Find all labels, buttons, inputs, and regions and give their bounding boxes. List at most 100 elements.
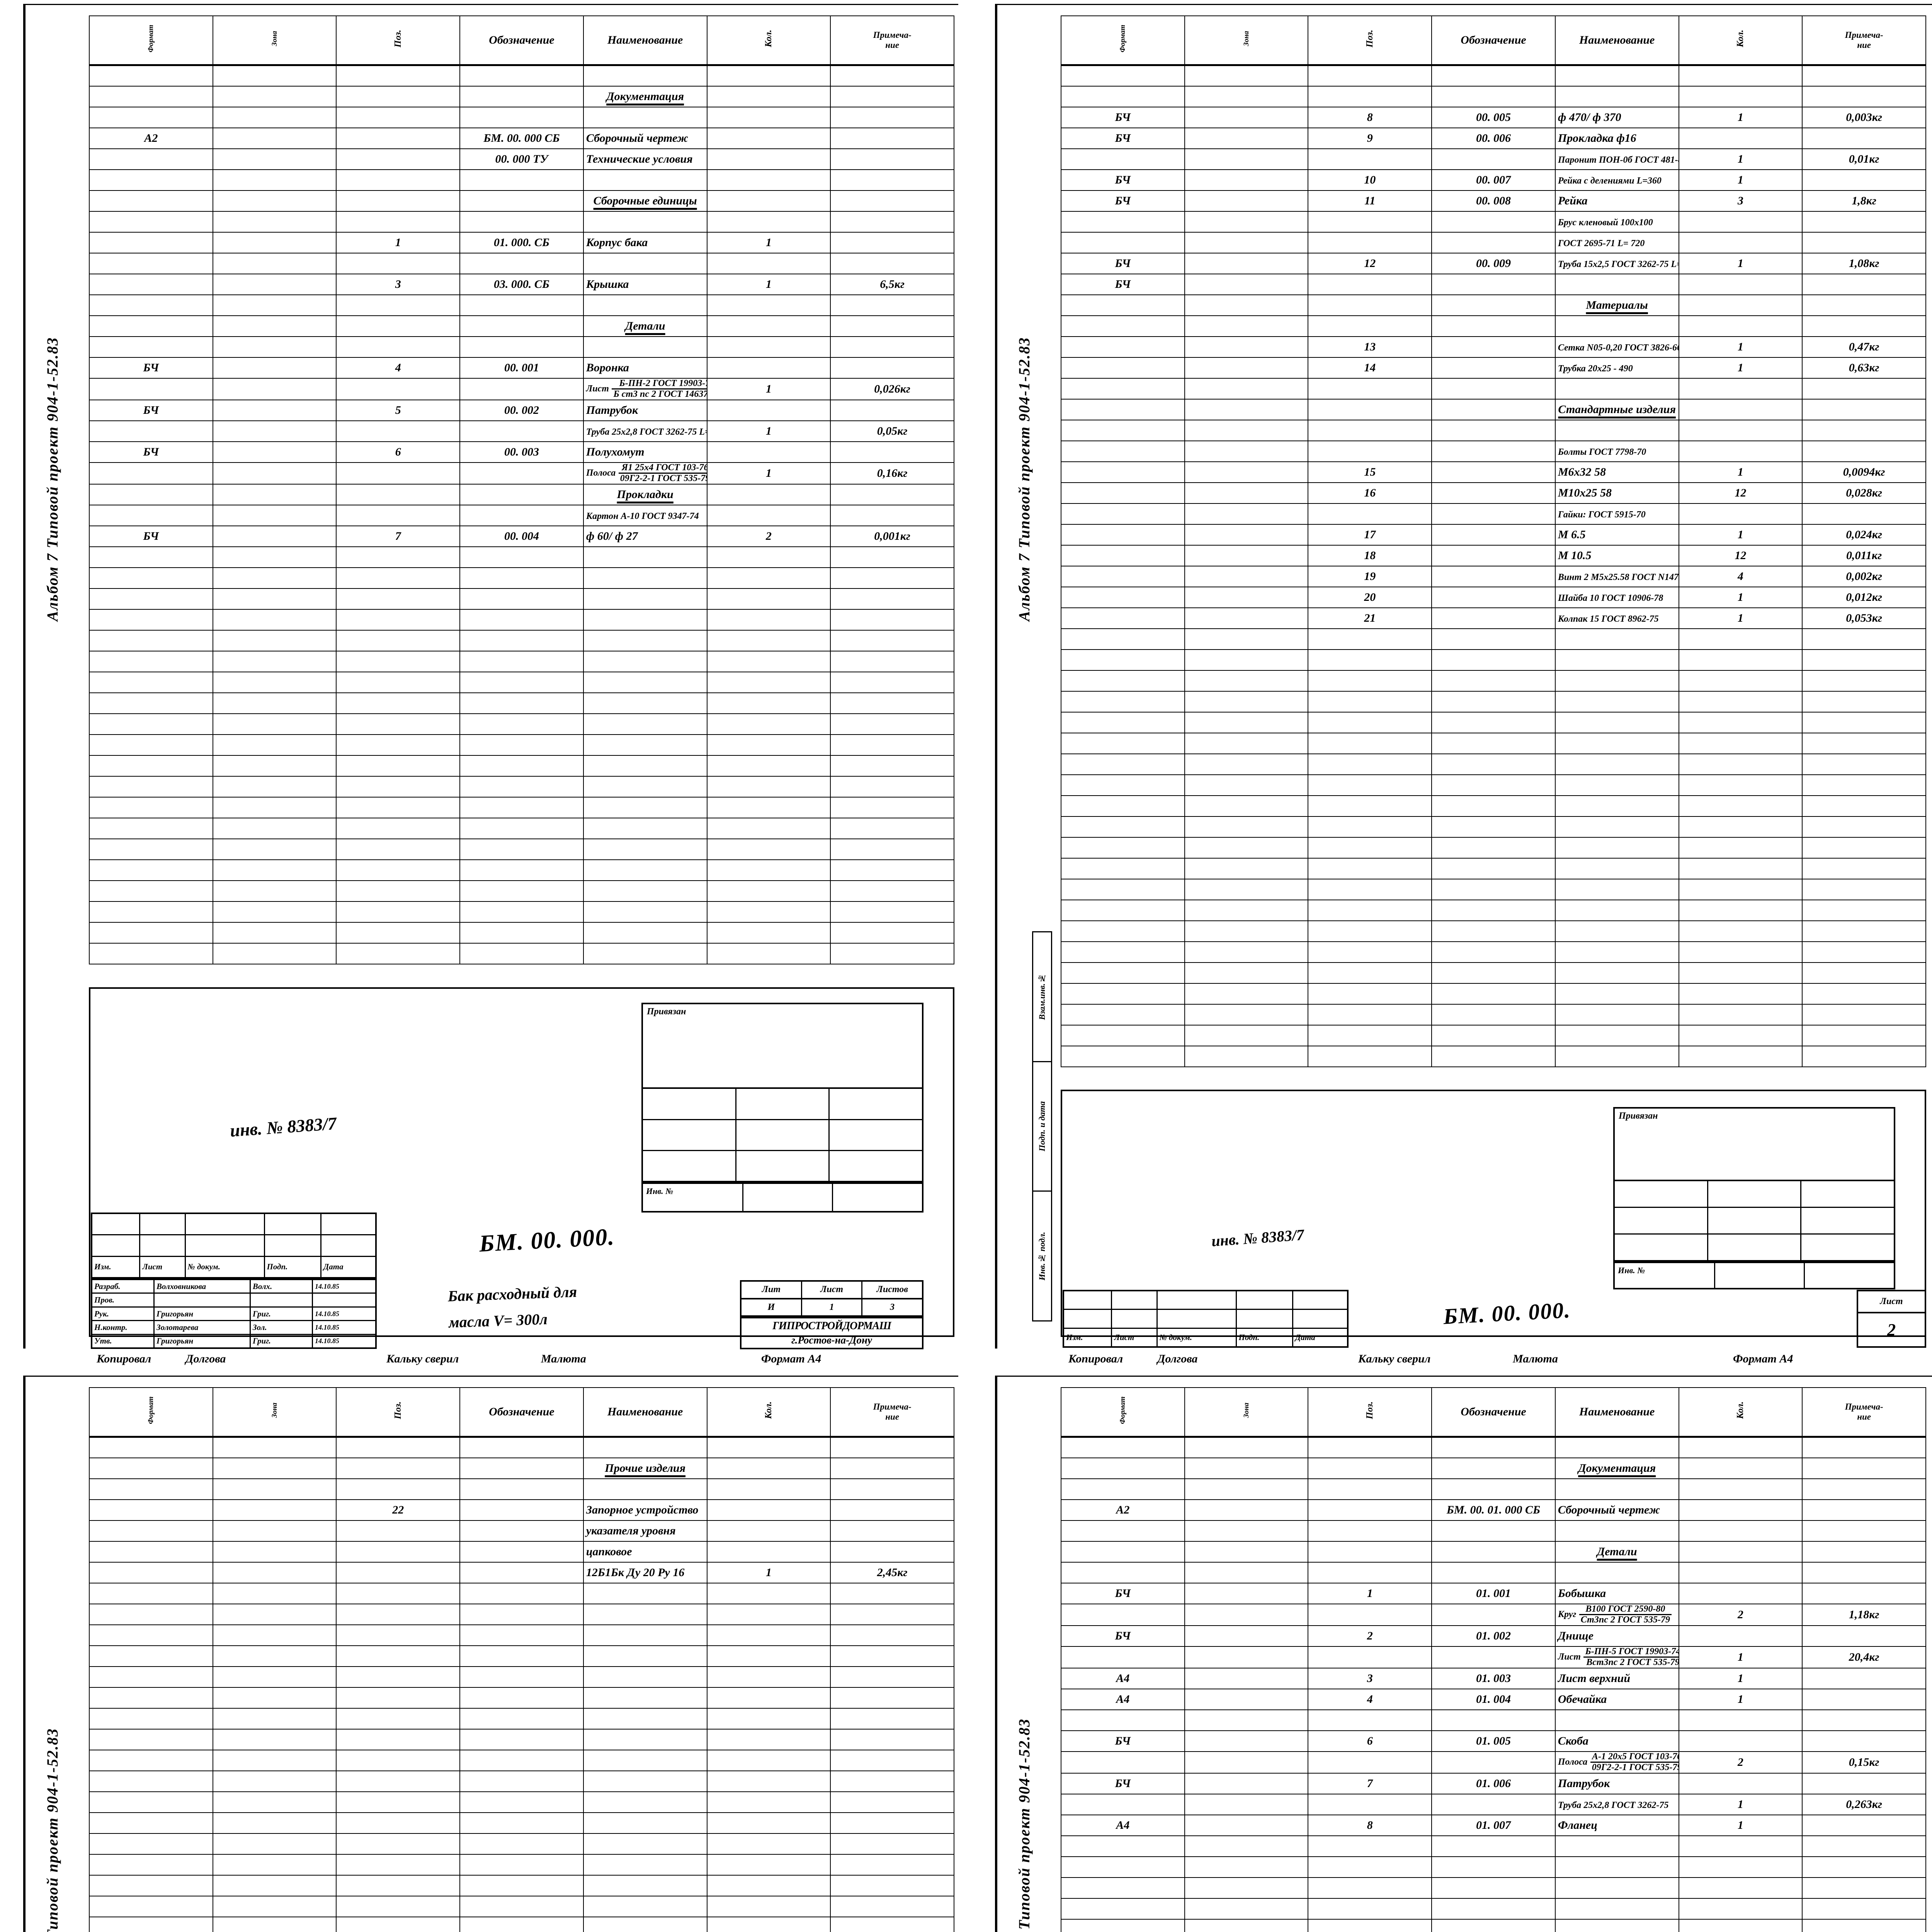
cell-format xyxy=(89,1561,213,1583)
cell-qty xyxy=(706,1874,831,1896)
cell-poz xyxy=(336,609,461,631)
cell-poz: 7 xyxy=(1308,1772,1432,1794)
cell-zone xyxy=(212,1770,337,1792)
cell-designation xyxy=(459,504,584,526)
cell-designation xyxy=(1431,1478,1556,1500)
cell-zone xyxy=(212,504,337,526)
cell-name xyxy=(583,755,707,777)
cell-zone xyxy=(212,1541,337,1563)
cell-designation xyxy=(1431,920,1556,942)
cell-note xyxy=(830,336,954,358)
cell-qty xyxy=(706,859,831,881)
spec-sheet-4: Альбом 7 Типовой проект 904-1-52.83 Взам… xyxy=(995,1376,1932,1932)
cell-qty: 2 xyxy=(706,525,831,547)
cell-zone xyxy=(1184,231,1309,253)
cell-zone xyxy=(212,294,337,316)
cell-note xyxy=(1802,1667,1926,1689)
section-heading: Материалы xyxy=(1586,298,1648,311)
spec-row: БЧ 11 00. 008 Рейка 3 1,8кг xyxy=(1061,190,1926,212)
cell-format: БЧ xyxy=(1061,190,1185,212)
item-name: Винт 2 М5х25.58 ГОСТ N1475-69 xyxy=(1558,572,1679,582)
cell-qty xyxy=(706,1457,831,1479)
cell-note xyxy=(830,650,954,672)
col-designation: Обозначение xyxy=(1431,15,1556,66)
item-name: Прокладка ф16 xyxy=(1558,131,1636,145)
cell-name xyxy=(1554,1898,1679,1920)
cell-format xyxy=(89,483,213,505)
cell-name: М10х25 58 xyxy=(1554,482,1679,504)
cell-zone xyxy=(1184,336,1309,358)
cell-note xyxy=(830,713,954,735)
cell-format: БЧ xyxy=(1061,1730,1185,1752)
cell-qty: 4 xyxy=(1678,565,1803,587)
cell-name: Лист Б-ПН-2 ГОСТ 19903-74 Б ст3 пс 2 ГОСТ… xyxy=(583,378,707,400)
spec-row xyxy=(89,796,954,818)
item-name: ГОСТ 2695-71 L= 720 xyxy=(1558,238,1645,248)
cell-format xyxy=(1061,1003,1185,1026)
cell-qty xyxy=(1678,1625,1803,1647)
item-name: ф 60/ ф 27 xyxy=(586,529,638,543)
cell-note xyxy=(830,1687,954,1709)
cell-designation xyxy=(1431,1898,1556,1920)
cell-note xyxy=(1802,231,1926,253)
cell-qty xyxy=(1678,962,1803,984)
cell-qty xyxy=(706,942,831,964)
cell-zone xyxy=(212,1436,337,1458)
cell-note: 6,5кг xyxy=(830,273,954,295)
spec-row: А4 8 01. 007 Фланец 1 xyxy=(1061,1814,1926,1836)
cell-designation: 00. 003 xyxy=(459,441,584,463)
item-name: Рейка xyxy=(1558,194,1588,207)
cell-note xyxy=(830,85,954,107)
cell-name xyxy=(1554,670,1679,692)
spec-row xyxy=(89,734,954,756)
cell-zone xyxy=(212,1603,337,1625)
cell-format xyxy=(1061,85,1185,107)
item-name: Рейка с делениями L=360 xyxy=(1558,175,1662,186)
cell-name: Труба 15х2,5 ГОСТ 3262-75 L=30 xyxy=(1554,252,1679,274)
signer-date xyxy=(313,1294,375,1306)
signer-row: Н.контр. Золотарева Зол. 14.10.85 xyxy=(92,1321,375,1335)
item-name: Запорное устройство xyxy=(586,1503,699,1516)
cell-poz xyxy=(1308,1457,1432,1479)
cell-qty: 1 xyxy=(706,231,831,253)
cell-poz xyxy=(1308,1856,1432,1878)
spec-row: Лист Б-ПН-5 ГОСТ 19903-74 Вст3пс 2 ГОСТ 5… xyxy=(1061,1646,1926,1668)
cell-designation xyxy=(1431,503,1556,525)
cell-name xyxy=(1554,628,1679,650)
margin-text-3: Альбом 7 Типовой проект 904-1-52.83 xyxy=(43,1728,61,1932)
cell-name xyxy=(1554,315,1679,337)
cell-name: Патрубок xyxy=(583,399,707,421)
spec-sheet-3: Альбом 7 Типовой проект 904-1-52.83 Форм… xyxy=(23,1376,958,1932)
cell-poz xyxy=(336,294,461,316)
cell-zone xyxy=(212,609,337,631)
cell-qty xyxy=(1678,878,1803,900)
cell-designation xyxy=(459,1791,584,1813)
cell-designation xyxy=(1431,1835,1556,1857)
cell-format xyxy=(1061,670,1185,692)
cell-name xyxy=(1554,1561,1679,1583)
cell-note xyxy=(830,629,954,651)
cell-zone xyxy=(212,273,337,295)
cell-format xyxy=(1061,816,1185,838)
cell-note: 1,18кг xyxy=(1802,1603,1926,1626)
spec-row xyxy=(89,609,954,631)
cell-note: 0,011кг xyxy=(1802,544,1926,566)
cell-zone xyxy=(1184,1603,1309,1626)
cell-zone xyxy=(1184,524,1309,546)
cell-designation xyxy=(459,546,584,568)
cell-qty xyxy=(706,1436,831,1458)
cell-zone xyxy=(212,588,337,610)
cell-name: Гайки: ГОСТ 5915-70 xyxy=(1554,503,1679,525)
cell-qty xyxy=(1678,1024,1803,1046)
cell-qty xyxy=(1678,127,1803,149)
cell-format xyxy=(89,504,213,526)
spec-row: 16 М10х25 58 12 0,028кг xyxy=(1061,482,1926,504)
cell-qty xyxy=(706,692,831,714)
cell-designation xyxy=(459,1749,584,1771)
cell-name xyxy=(1554,65,1679,87)
cell-format xyxy=(1061,565,1185,587)
cell-name xyxy=(1554,1024,1679,1046)
spec-row: А2 БМ. 00. 000 СБ Сборочный чертеж xyxy=(89,127,954,149)
cell-name: Винт 2 М5х25.58 ГОСТ N1475-69 xyxy=(1554,565,1679,587)
cell-poz xyxy=(1308,1751,1432,1774)
